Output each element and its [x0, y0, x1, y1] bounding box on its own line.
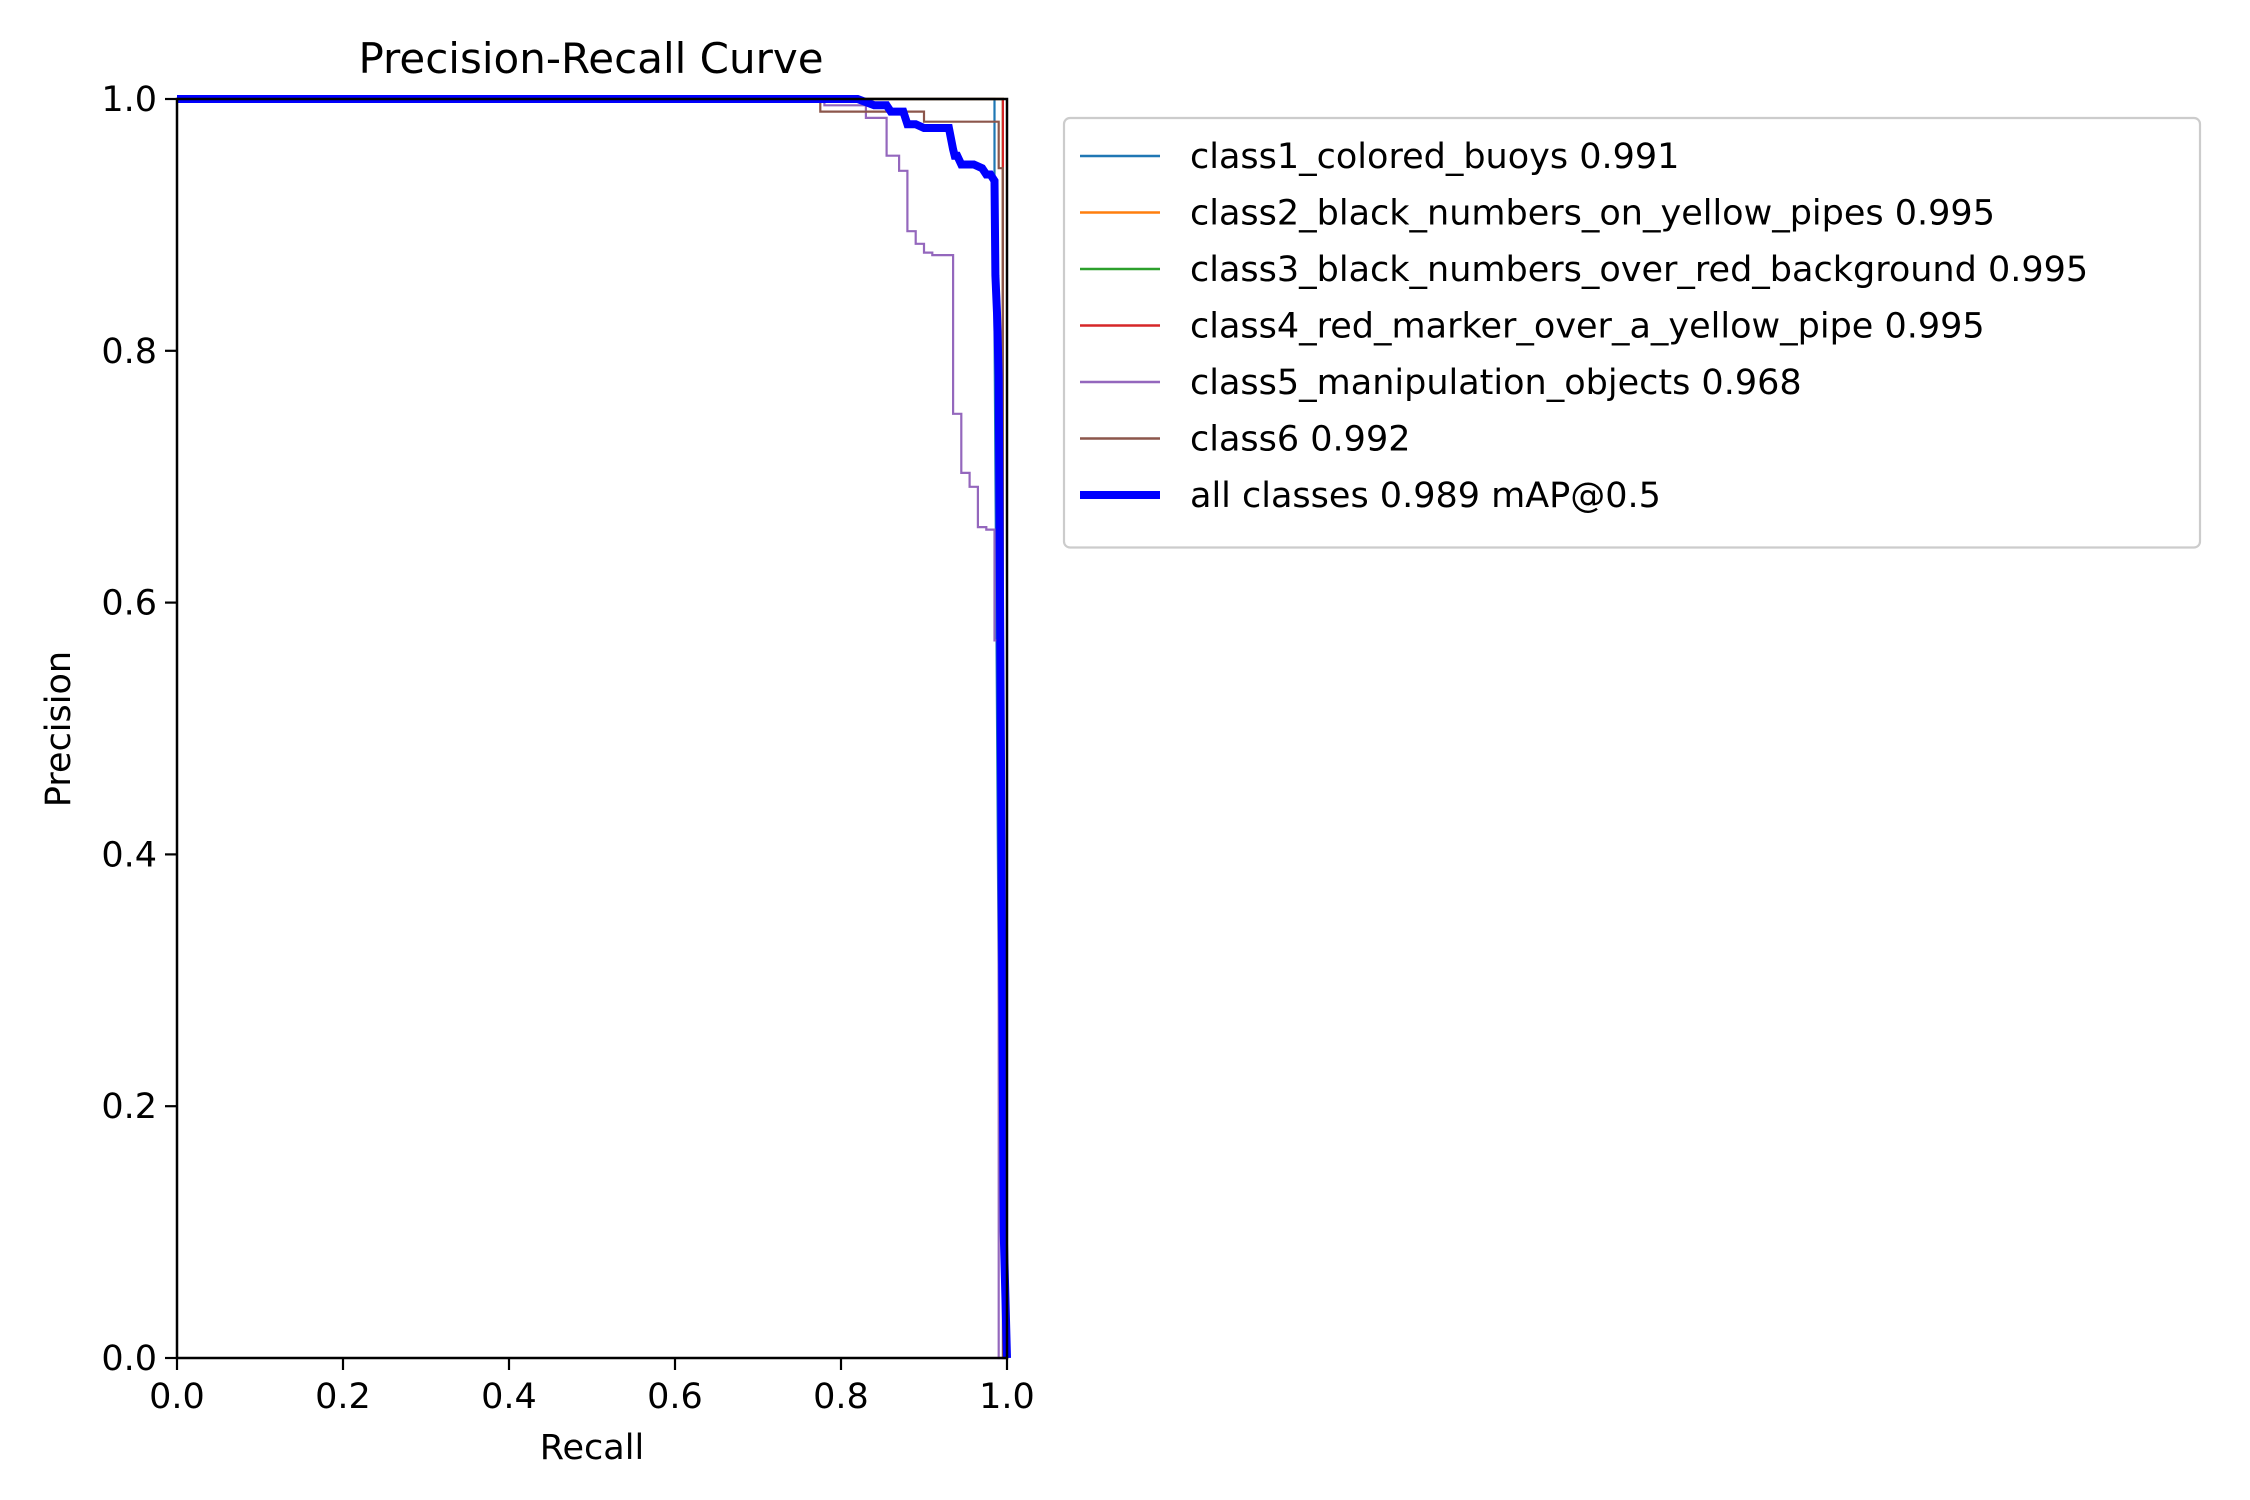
x-tick-label: 0.0 — [149, 1377, 205, 1417]
x-tick-label: 0.2 — [315, 1377, 371, 1417]
series-line-7 — [177, 95, 1011, 1359]
y-tick-label: 0.2 — [101, 1087, 157, 1127]
chart-title: Precision-Recall Curve — [358, 34, 823, 83]
legend-box — [1062, 116, 2202, 549]
x-axis-label: Recall — [540, 1428, 644, 1468]
y-axis-label: Precision — [39, 651, 79, 807]
legend-entry: class3_black_numbers_over_red_background… — [1190, 250, 2088, 290]
y-tick-label: 0.0 — [101, 1339, 157, 1379]
y-axis: 0.0 0.2 0.4 0.6 0.8 1.0 — [101, 80, 177, 1379]
legend: class1_colored_buoys 0.991 class2_black_n… — [1062, 116, 2202, 549]
x-tick-label: 0.8 — [813, 1377, 869, 1417]
legend-entry: class2_black_numbers_on_yellow_pipes 0.9… — [1190, 194, 1995, 234]
legend-entry: class6 0.992 — [1190, 420, 1410, 460]
y-tick-label: 0.8 — [101, 332, 157, 372]
x-axis: 0.0 0.2 0.4 0.6 0.8 1.0 — [149, 1358, 1035, 1417]
legend-entry: class5_manipulation_objects 0.968 — [1190, 363, 1802, 403]
x-tick-label: 1.0 — [979, 1377, 1035, 1417]
x-tick-label: 0.6 — [647, 1377, 703, 1417]
y-tick-label: 0.4 — [101, 835, 157, 875]
y-tick-label: 1.0 — [101, 80, 157, 120]
legend-entry: all classes 0.989 mAP@0.5 — [1190, 476, 1661, 516]
legend-entry: class1_colored_buoys 0.991 — [1190, 137, 1679, 177]
y-tick-label: 0.6 — [101, 584, 157, 624]
x-tick-label: 0.4 — [481, 1377, 537, 1417]
legend-entry: class4_red_marker_over_a_yellow_pipe 0.9… — [1190, 307, 1985, 347]
plot-frame — [175, 97, 1009, 1360]
series-line-5 — [177, 97, 1007, 1360]
